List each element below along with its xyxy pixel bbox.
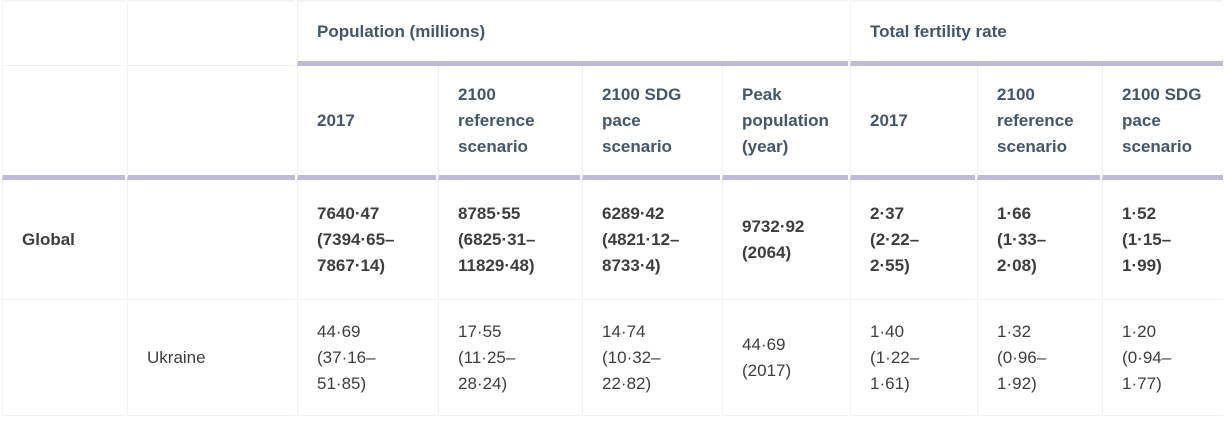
column-header-tfr-2100-sdg-pace: 2100 SDG pace scenario — [1102, 66, 1224, 180]
group-header-fertility: Total fertility rate — [850, 0, 1224, 66]
group-header-row: Population (millions) Total fertility ra… — [2, 0, 1224, 66]
column-header-pop-2100-sdg-pace: 2100 SDG pace scenario — [582, 66, 720, 180]
column-header-peak-population: Peak population (year) — [722, 66, 849, 180]
cell-global-pop-2017: 7640·47 (7394·65– 7867·14) — [297, 180, 436, 300]
corner-spacer-cell-2 — [127, 0, 295, 66]
table-row-ukraine: Ukraine 44·69 (37·16– 51·85) 17·55 (11·2… — [2, 300, 1224, 416]
row-label-ukraine: Ukraine — [127, 300, 295, 416]
cell-ukraine-pop-2017: 44·69 (37·16– 51·85) — [297, 300, 436, 416]
cell-global-tfr-2100-reference: 1·66 (1·33– 2·08) — [977, 180, 1101, 300]
cell-ukraine-pop-2100-reference: 17·55 (11·25– 28·24) — [438, 300, 580, 416]
cell-global-pop-2100-reference: 8785·55 (6825·31– 11829·48) — [438, 180, 580, 300]
group-header-population: Population (millions) — [297, 0, 849, 66]
row-global-spacer-cell — [127, 180, 295, 300]
table-row-global: Global 7640·47 (7394·65– 7867·14) 8785·5… — [2, 180, 1224, 300]
cell-global-tfr-2017: 2·37 (2·22– 2·55) — [850, 180, 976, 300]
header-spacer-cell-1 — [2, 66, 125, 180]
column-header-pop-2017: 2017 — [297, 66, 436, 180]
cell-global-peak-population: 9732·92 (2064) — [722, 180, 849, 300]
header-spacer-cell-2 — [127, 66, 295, 180]
cell-global-pop-2100-sdg-pace: 6289·42 (4821·12– 8733·4) — [582, 180, 720, 300]
column-header-tfr-2017: 2017 — [850, 66, 976, 180]
row-label-global: Global — [2, 180, 125, 300]
column-header-tfr-2100-reference: 2100 reference scenario — [977, 66, 1101, 180]
column-header-row: 2017 2100 reference scenario 2100 SDG pa… — [2, 66, 1224, 180]
corner-spacer-cell-1 — [2, 0, 125, 66]
cell-global-tfr-2100-sdg-pace: 1·52 (1·15– 1·99) — [1102, 180, 1224, 300]
cell-ukraine-tfr-2017: 1·40 (1·22– 1·61) — [850, 300, 976, 416]
cell-ukraine-peak-population: 44·69 (2017) — [722, 300, 849, 416]
population-fertility-table: Population (millions) Total fertility ra… — [2, 0, 1224, 416]
cell-ukraine-pop-2100-sdg-pace: 14·74 (10·32– 22·82) — [582, 300, 720, 416]
cell-ukraine-tfr-2100-sdg-pace: 1·20 (0·94– 1·77) — [1102, 300, 1224, 416]
column-header-pop-2100-reference: 2100 reference scenario — [438, 66, 580, 180]
cell-ukraine-tfr-2100-reference: 1·32 (0·96– 1·92) — [977, 300, 1101, 416]
row-ukraine-spacer-cell — [2, 300, 125, 416]
